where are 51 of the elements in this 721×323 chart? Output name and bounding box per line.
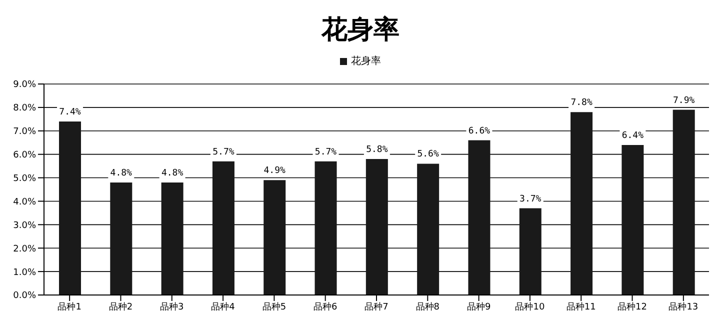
x-tick-label: 品种4 bbox=[211, 301, 236, 312]
bar bbox=[212, 161, 234, 295]
x-tick-label: 品种1 bbox=[58, 301, 82, 312]
y-tick-label: 2.0% bbox=[13, 244, 36, 254]
bar bbox=[570, 112, 593, 295]
y-tick-label: 9.0% bbox=[13, 80, 36, 90]
y-tick-label: 1.0% bbox=[13, 268, 36, 278]
data-label: 4.8% bbox=[161, 168, 184, 178]
bar bbox=[672, 110, 695, 295]
bar bbox=[314, 161, 337, 295]
bar bbox=[468, 140, 490, 295]
data-label: 5.6% bbox=[417, 150, 440, 160]
x-tick-label: 品种10 bbox=[515, 301, 545, 312]
data-label: 6.4% bbox=[622, 130, 644, 141]
legend-label: 花身率 bbox=[351, 54, 381, 68]
x-tick-label: 品种11 bbox=[566, 301, 596, 312]
data-label: 7.8% bbox=[570, 98, 593, 108]
bar bbox=[417, 164, 440, 295]
data-label: 3.7% bbox=[520, 194, 542, 204]
data-label: 6.6% bbox=[468, 126, 491, 136]
x-tick-label: 品种7 bbox=[364, 301, 388, 312]
data-label: 4.9% bbox=[264, 166, 286, 176]
bar bbox=[59, 122, 81, 295]
x-tick-label: 品种8 bbox=[416, 301, 440, 312]
chart-title: 花身率 bbox=[320, 14, 400, 47]
x-tick-label: 品种6 bbox=[313, 301, 338, 312]
bar bbox=[622, 144, 644, 295]
bar bbox=[110, 182, 132, 295]
y-tick-label: 4.0% bbox=[13, 197, 36, 208]
data-label: 7.4% bbox=[59, 108, 82, 118]
data-label: 5.7% bbox=[212, 147, 235, 158]
x-tick-label: 品种12 bbox=[618, 301, 647, 312]
data-label: 5.8% bbox=[366, 145, 388, 156]
x-tick-label: 品种9 bbox=[466, 301, 491, 312]
bar bbox=[161, 182, 184, 295]
bar bbox=[366, 159, 388, 295]
x-tick-label: 品种5 bbox=[262, 301, 286, 312]
y-tick-label: 8.0% bbox=[13, 104, 36, 114]
y-tick-label: 7.0% bbox=[13, 127, 36, 138]
y-tick-label: 6.0% bbox=[13, 150, 36, 161]
data-label: 7.9% bbox=[673, 96, 696, 106]
bar bbox=[264, 180, 286, 295]
x-tick-label: 品种3 bbox=[160, 301, 184, 312]
data-label: 5.7% bbox=[314, 147, 338, 158]
y-tick-label: 3.0% bbox=[13, 220, 36, 231]
y-tick-label: 0.0% bbox=[13, 291, 36, 302]
y-tick-label: 5.0% bbox=[13, 174, 36, 184]
bar bbox=[519, 208, 542, 295]
x-tick-label: 品种2 bbox=[108, 301, 133, 312]
x-tick-label: 品种13 bbox=[668, 301, 698, 312]
data-label: 4.8% bbox=[110, 168, 133, 178]
